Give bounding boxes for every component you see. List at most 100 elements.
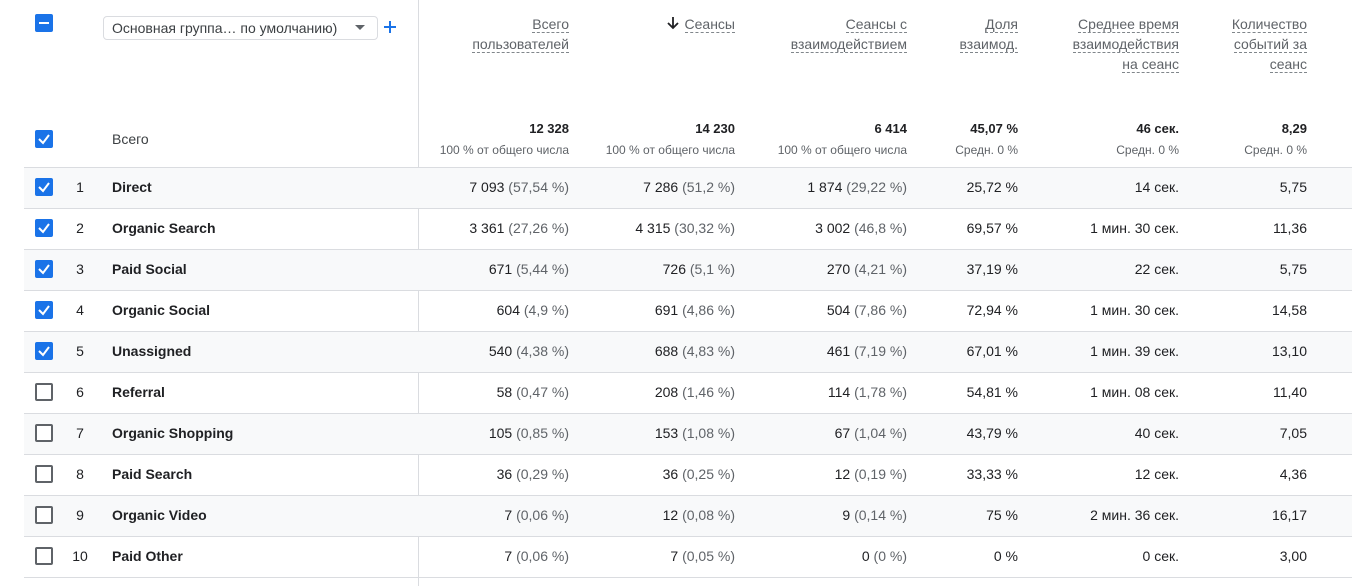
cell-value: 3 361 <box>469 220 505 236</box>
column-header[interactable]: взаимодействия <box>1072 34 1179 54</box>
cell-share: (57,54 %) <box>508 179 569 195</box>
cell: 0 (0 %) <box>862 546 907 566</box>
totals-checkbox[interactable] <box>35 130 53 148</box>
column-header[interactable]: Количество <box>1231 14 1307 34</box>
header-label: Среднее время <box>1078 16 1179 33</box>
cell-value: 270 <box>826 261 851 277</box>
header-label: взаимодействием <box>790 36 907 53</box>
row-index: 3 <box>76 261 84 277</box>
cell-value: 7 286 <box>643 179 679 195</box>
cell-value: 153 <box>654 425 679 441</box>
cell-value: 0 сек. <box>1142 548 1179 564</box>
cell: 270 (4,21 %) <box>827 259 907 279</box>
cell-share: (4,9 %) <box>523 302 569 318</box>
cell: 12 (0,19 %) <box>835 464 907 484</box>
cell-value: 208 <box>654 384 679 400</box>
cell: 7 (0,05 %) <box>670 546 735 566</box>
group-selector-text: Основная группа… по умолчанию) <box>112 20 338 36</box>
row-name: Unassigned <box>112 343 192 359</box>
cell: 153 (1,08 %) <box>655 423 735 443</box>
total-value: 14 230 <box>695 121 735 136</box>
column-header[interactable]: взаимодействием <box>790 34 907 54</box>
row-name: Paid Search <box>112 466 193 482</box>
totals-label: Всего <box>112 131 149 147</box>
column-header[interactable]: сеанс <box>1269 54 1307 74</box>
row-checkbox[interactable] <box>35 547 53 565</box>
cell-value: 4,36 <box>1279 466 1307 482</box>
row-index: 9 <box>76 507 84 523</box>
cell-value: 13,10 <box>1271 343 1307 359</box>
cell: 461 (7,19 %) <box>827 341 907 361</box>
row-name: Organic Shopping <box>112 425 234 441</box>
cell: 5,75 <box>1280 177 1307 197</box>
cell-value: 5,75 <box>1279 261 1307 277</box>
cell: 688 (4,83 %) <box>655 341 735 361</box>
column-header[interactable]: Всего <box>532 14 569 34</box>
cell: 1 874 (29,22 %) <box>807 177 907 197</box>
cell-value: 7 <box>504 507 513 523</box>
header-label: сеанс <box>1269 56 1307 73</box>
group-selector[interactable]: Основная группа… по умолчанию) <box>103 16 378 40</box>
cell-share: (4,21 %) <box>854 261 907 277</box>
cell: 12 сек. <box>1135 464 1179 484</box>
row-checkbox[interactable] <box>35 506 53 524</box>
column-header[interactable]: пользователей <box>472 34 569 54</box>
select-all-checkbox[interactable] <box>35 14 53 32</box>
header-label: Доля <box>985 16 1018 33</box>
row-checkbox[interactable] <box>35 301 53 319</box>
cell: 114 (1,78 %) <box>828 382 907 402</box>
cell-share: (0,85 %) <box>516 425 569 441</box>
cell-share: (0,25 %) <box>682 466 735 482</box>
row-divider <box>24 249 1352 250</box>
cell-share: (51,2 %) <box>682 179 735 195</box>
add-dimension-button[interactable] <box>383 20 397 34</box>
total-value: 46 сек. <box>1136 121 1179 136</box>
column-header[interactable]: Доля <box>985 14 1018 34</box>
cell: 671 (5,44 %) <box>489 259 569 279</box>
row-divider <box>24 536 1352 537</box>
sort-arrow <box>666 17 679 30</box>
row-background <box>24 168 1352 208</box>
cell-value: 72,94 % <box>966 302 1018 318</box>
cell: 25,72 % <box>967 177 1018 197</box>
row-index: 6 <box>76 384 84 400</box>
cell: 3 002 (46,8 %) <box>815 218 907 238</box>
row-checkbox[interactable] <box>35 383 53 401</box>
cell-value: 1 мин. 30 сек. <box>1090 220 1179 236</box>
column-header[interactable]: Сеансы с <box>845 14 907 34</box>
row-checkbox[interactable] <box>35 260 53 278</box>
cell: 12 (0,08 %) <box>663 505 735 525</box>
column-header[interactable]: взаимод. <box>959 34 1018 54</box>
cell-value: 7,05 <box>1279 425 1307 441</box>
row-checkbox[interactable] <box>35 219 53 237</box>
column-header[interactable]: событий за <box>1233 34 1307 54</box>
header-label: на сеанс <box>1122 56 1179 73</box>
row-checkbox[interactable] <box>35 178 53 196</box>
row-checkbox[interactable] <box>35 465 53 483</box>
cell-value: 726 <box>662 261 686 277</box>
cell: 75 % <box>986 505 1018 525</box>
cell-value: 1 мин. 39 сек. <box>1090 343 1179 359</box>
total-note: Средн. 0 % <box>1116 143 1179 157</box>
row-checkbox[interactable] <box>35 424 53 442</box>
cell-share: (1,78 %) <box>854 384 907 400</box>
column-header[interactable]: Среднее время <box>1078 14 1179 34</box>
cell: 40 сек. <box>1135 423 1179 443</box>
column-header[interactable]: на сеанс <box>1122 54 1179 74</box>
cell: 1 мин. 30 сек. <box>1090 300 1179 320</box>
cell-value: 37,19 % <box>966 261 1018 277</box>
cell: 37,19 % <box>967 259 1018 279</box>
cell-share: (4,38 %) <box>516 343 569 359</box>
row-index: 1 <box>76 179 84 195</box>
cell: 105 (0,85 %) <box>489 423 569 443</box>
cell: 1 мин. 08 сек. <box>1090 382 1179 402</box>
cell-value: 25,72 % <box>966 179 1018 195</box>
column-header[interactable]: Сеансы <box>666 14 735 34</box>
row-index: 2 <box>76 220 84 236</box>
row-index: 7 <box>76 425 84 441</box>
row-checkbox[interactable] <box>35 342 53 360</box>
row-background <box>24 332 1352 372</box>
total-note: Средн. 0 % <box>1244 143 1307 157</box>
cell-value: 540 <box>488 343 513 359</box>
cell-value: 36 <box>496 466 513 482</box>
